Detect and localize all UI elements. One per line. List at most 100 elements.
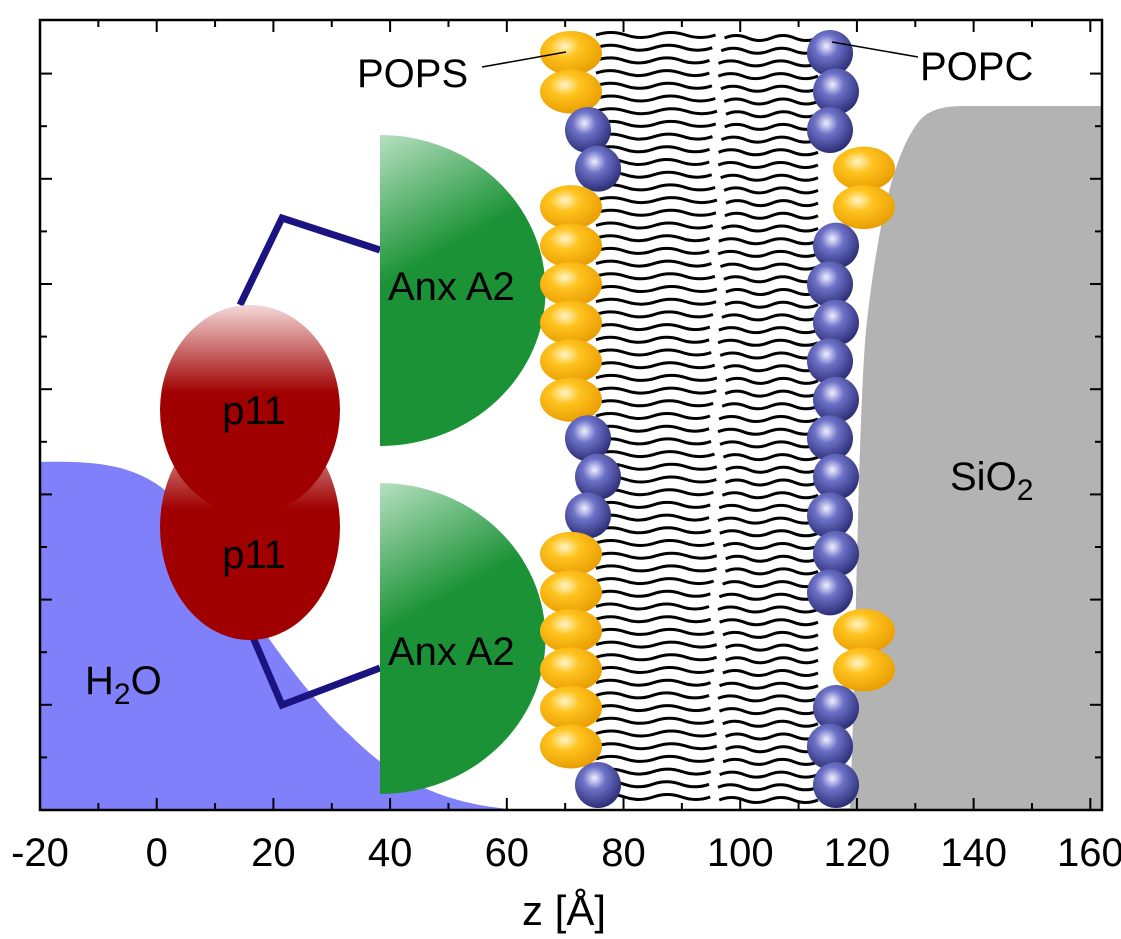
lipid-tail (595, 145, 711, 154)
lipid-tail (719, 770, 819, 779)
lipid-tail (720, 135, 819, 144)
x-tick-label: -20 (11, 831, 69, 875)
lipid-tail (722, 453, 819, 462)
lipid-tail (718, 503, 819, 512)
popc-callout-line (831, 41, 919, 58)
lipid-tail (595, 754, 715, 763)
outer-popc-head (575, 145, 621, 192)
lipid-tail (595, 310, 714, 319)
lipid-tail (719, 440, 819, 449)
lipid-tail (724, 389, 819, 398)
lipid-tail (595, 119, 717, 128)
inner-popc-head (807, 261, 853, 308)
lipid-tail (723, 275, 819, 284)
inner-popc-head (807, 723, 853, 770)
lipid-tail (595, 196, 718, 205)
lipid-tail (595, 386, 717, 395)
lipid-tail (717, 59, 819, 68)
inner-popc-head (807, 415, 853, 462)
x-tick-label: 140 (940, 831, 1007, 875)
lipid-tail (595, 234, 711, 243)
lipid-tail (595, 259, 712, 268)
lipid-tail (595, 678, 712, 687)
lipid-tail (595, 348, 712, 357)
inner-popc-head (807, 30, 853, 76)
outer-pops-head (540, 531, 602, 576)
lipid-tail (717, 161, 819, 169)
lipid-tail (595, 742, 718, 751)
outer-pops-head (540, 685, 602, 730)
lipid-tail (725, 643, 819, 652)
lipid-tail (721, 402, 819, 411)
lipid-tail (720, 84, 819, 93)
outer-pops-head (540, 223, 602, 268)
lipid-tail (595, 297, 717, 306)
lipid-tail (595, 81, 713, 90)
linker-line (236, 213, 382, 307)
lipid-tail (595, 488, 714, 497)
lipid-tail (595, 500, 711, 509)
outer-pops-head (540, 31, 602, 75)
inner-popc-head (813, 68, 859, 115)
lipid-tail (722, 757, 819, 766)
x-tick-label: 60 (485, 831, 530, 875)
substrate-label: SiO2 (950, 455, 1033, 507)
lipid-tail (722, 669, 819, 677)
x-tick-label: 0 (146, 831, 168, 875)
lipid-tail (719, 529, 819, 538)
lipid-tail (723, 186, 819, 195)
lipid-tail (721, 224, 819, 233)
lipid-tail (595, 399, 714, 408)
outer-popc-head (565, 492, 611, 539)
lipid-tail (595, 183, 716, 192)
lipid-tail (721, 491, 819, 500)
lipid-tail (725, 288, 819, 296)
lipid-tail (722, 719, 819, 728)
annexin-a2-bottom-label: Anx A2 (388, 630, 515, 674)
lipid-tail (595, 513, 710, 522)
lipid-tail (595, 551, 718, 560)
p11-top-label: p11 (222, 389, 286, 433)
lipid-tail (718, 796, 819, 804)
lipid-tail (721, 313, 819, 322)
lipid-tail (724, 478, 819, 487)
outer-popc-head (575, 453, 621, 500)
inner-popc-head (813, 684, 859, 731)
lipid-tail (595, 94, 716, 103)
lipid-tail (725, 199, 819, 208)
inner-popc-head (807, 107, 853, 154)
linker-line (248, 633, 382, 710)
x-tick-label: 20 (251, 831, 296, 875)
inner-pops-head (833, 647, 895, 692)
inner-pops-head (833, 185, 895, 230)
inner-popc-head (807, 569, 853, 616)
lipid-tail (595, 246, 710, 255)
lipid-tail (724, 732, 819, 741)
lipid-tail (595, 640, 718, 649)
lipid-tail (595, 221, 714, 230)
lipid-tail (595, 132, 713, 141)
lipid-tail (723, 97, 819, 106)
inner-popc-head (813, 299, 859, 346)
outer-pops-head (540, 377, 602, 422)
x-axis-title: z [Å] (522, 887, 606, 934)
lipid-tail (723, 34, 819, 42)
lipid-tail (717, 72, 819, 81)
lipid-tail (718, 148, 819, 157)
lipid-tail (595, 767, 712, 776)
lipid-tail (595, 704, 711, 713)
outer-pops-head (540, 300, 602, 345)
lipid-tail (719, 351, 819, 360)
annexin-a2-top (380, 135, 546, 446)
lipid-tail (595, 412, 711, 420)
x-tick-label: 160 (1057, 831, 1121, 875)
x-tick-label: 80 (601, 831, 646, 875)
lipid-tail (595, 56, 710, 65)
lipid-tail (719, 618, 819, 627)
x-tick-label: 100 (707, 831, 774, 875)
water-region (40, 461, 520, 810)
lipid-tail (595, 589, 711, 598)
lipid-tail (724, 656, 819, 665)
lipid-tail (725, 110, 819, 119)
